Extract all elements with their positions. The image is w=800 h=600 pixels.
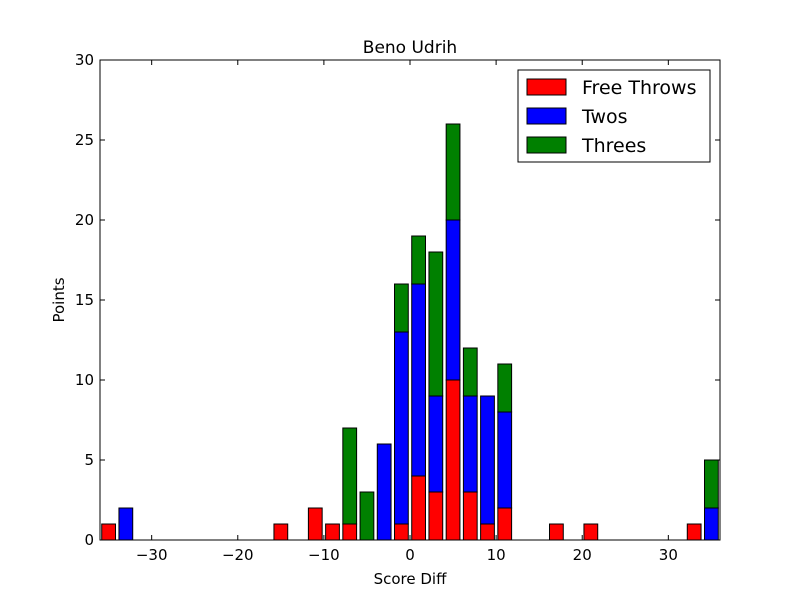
legend-swatch-threes xyxy=(526,136,567,154)
bar-twos-segment xyxy=(428,395,444,493)
y-tick-label: 15 xyxy=(75,291,94,309)
legend-label: Free Throws xyxy=(582,77,696,99)
bar-twos-segment xyxy=(411,283,427,477)
x-tick-label: 0 xyxy=(405,546,415,564)
y-tick-label: 25 xyxy=(75,131,94,149)
plot-area-frame xyxy=(99,59,721,541)
chart-title: Beno Udrih xyxy=(363,38,457,58)
bar-threes-segment xyxy=(394,283,409,333)
legend-label: Twos xyxy=(581,106,628,128)
y-tick-label: 0 xyxy=(84,531,94,549)
legend-swatch-twos xyxy=(526,107,567,125)
bar-threes-segment xyxy=(497,363,513,413)
bar-threes-segment xyxy=(428,251,444,397)
bar-free-throws-segment xyxy=(101,523,116,540)
bar-free-throws-segment xyxy=(394,523,409,540)
legend-swatch-free-throws xyxy=(526,78,567,96)
x-tick-label: −20 xyxy=(222,546,254,564)
x-tick-label: 20 xyxy=(573,546,592,564)
bar-twos-segment xyxy=(376,443,392,540)
y-tick-label: 10 xyxy=(75,371,94,389)
y-axis-label: Points xyxy=(50,277,68,322)
x-axis-label: Score Diff xyxy=(374,570,447,588)
bar-free-throws-segment xyxy=(686,523,702,540)
bar-free-throws-segment xyxy=(497,507,513,540)
ticks-layer: −30 −20 −10 0 10 20 30 0 5 10 15 20 25 30 xyxy=(75,51,720,564)
bar-twos-segment xyxy=(445,219,461,381)
x-tick-label: 30 xyxy=(659,546,678,564)
bar-free-throws-segment xyxy=(411,475,427,540)
bar-twos-segment xyxy=(118,507,134,540)
bar-twos-segment xyxy=(704,507,719,540)
x-tick-label: 10 xyxy=(487,546,506,564)
bar-free-throws-segment xyxy=(325,523,340,540)
bar-free-throws-segment xyxy=(342,523,358,540)
y-tick-label: 5 xyxy=(84,451,94,469)
y-tick-label: 30 xyxy=(75,51,94,69)
bar-threes-segment xyxy=(411,235,427,285)
bar-free-throws-segment xyxy=(462,491,478,540)
bar-free-throws-segment xyxy=(273,523,289,540)
bar-free-throws-segment xyxy=(307,507,323,540)
bar-twos-segment xyxy=(394,331,409,525)
y-tick-label: 20 xyxy=(75,211,94,229)
legend-label: Threes xyxy=(581,135,646,157)
bar-free-throws-segment xyxy=(480,523,495,540)
bar-twos-segment xyxy=(480,395,495,525)
bar-threes-segment xyxy=(342,427,358,525)
bar-free-throws-segment xyxy=(549,523,564,540)
bars-layer xyxy=(101,123,719,540)
bar-twos-segment xyxy=(462,395,478,493)
bar-free-throws-segment xyxy=(445,379,461,540)
bar-threes-segment xyxy=(462,347,478,397)
legend: Free Throws Twos Threes xyxy=(517,69,711,163)
bar-threes-segment xyxy=(359,491,375,540)
bar-free-throws-segment xyxy=(428,491,444,540)
bar-threes-segment xyxy=(704,459,719,509)
x-tick-label: −10 xyxy=(308,546,340,564)
bar-free-throws-segment xyxy=(583,523,599,540)
bar-twos-segment xyxy=(497,411,513,509)
x-tick-label: −30 xyxy=(136,546,168,564)
bar-threes-segment xyxy=(445,123,461,221)
